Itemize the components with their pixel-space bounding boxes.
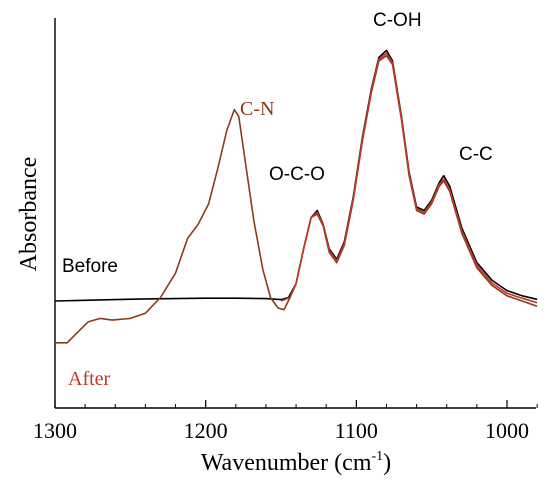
x-tick-label: 1000 bbox=[485, 418, 529, 443]
x-tick-label: 1100 bbox=[335, 418, 378, 443]
x-axis-title: Wavenumber (cm-1) bbox=[201, 449, 391, 476]
annotation-c-oh: C-OH bbox=[373, 10, 422, 31]
annotation-c-c: C-C bbox=[459, 144, 493, 165]
annotation-c-n: C-N bbox=[240, 98, 274, 120]
series-lines bbox=[54, 49, 538, 344]
series-line-overlay-2 bbox=[280, 52, 538, 304]
annotation-o-c-o: O-C-O bbox=[269, 164, 325, 185]
label-before: Before bbox=[62, 256, 118, 277]
x-tick-label: 1300 bbox=[33, 418, 77, 443]
x-tick-label: 1200 bbox=[184, 418, 228, 443]
x-tick-labels: 1300 1200 1100 1000 bbox=[33, 418, 529, 443]
label-after: After bbox=[68, 368, 111, 390]
x-ticks bbox=[54, 400, 538, 408]
y-axis-title: Absorbance bbox=[16, 157, 42, 272]
